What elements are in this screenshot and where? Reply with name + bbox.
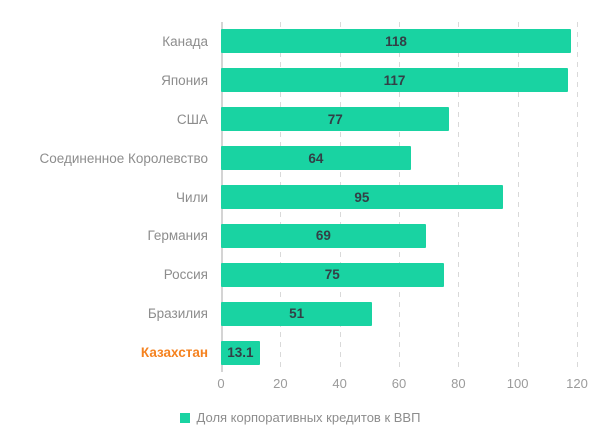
category-label: Германия (147, 228, 208, 244)
bar-value-label: 77 (327, 111, 343, 127)
plot-area: 118 117 77 64 95 69 75 51 13.1 (221, 22, 578, 372)
bar-value-label: 95 (354, 189, 370, 205)
bar: 51 (221, 301, 373, 326)
value-axis: 0 20 40 60 80 100 120 (217, 376, 587, 392)
x-tick-label: 80 (451, 376, 466, 391)
bar-row: 13.1 (221, 333, 577, 372)
bar-row: 117 (221, 61, 577, 100)
legend-swatch-icon (179, 412, 190, 423)
category-label: Канада (162, 33, 208, 49)
bar-row: 95 (221, 178, 577, 217)
category-label: Россия (163, 267, 208, 283)
bar-row: 51 (221, 294, 577, 333)
x-tick-label: 20 (273, 376, 288, 391)
bar: 13.1 (221, 340, 260, 365)
x-tick-label: 100 (506, 376, 529, 391)
category-label: Чили (176, 189, 208, 205)
bar-row: 69 (221, 216, 577, 255)
category-label: Соединенное Королевство (39, 150, 209, 166)
bar-row: 77 (221, 100, 577, 139)
legend-label: Доля корпоративных кредитов к ВВП (196, 410, 421, 425)
x-tick-label: 60 (391, 376, 407, 391)
category-label: Япония (161, 72, 208, 88)
bar-value-label: 13.1 (227, 345, 254, 361)
x-tick-label: 40 (332, 376, 347, 391)
bar: 77 (221, 107, 450, 132)
bar: 75 (221, 262, 444, 287)
bar: 117 (221, 68, 569, 93)
bar-value-label: 117 (383, 72, 406, 88)
bar: 118 (221, 29, 572, 54)
bar-row: 118 (221, 22, 577, 61)
bar-value-label: 75 (324, 267, 340, 283)
legend: Доля корпоративных кредитов к ВВП (0, 410, 600, 425)
bar-row: 64 (221, 139, 577, 178)
x-tick-label: 0 (217, 376, 225, 391)
category-label: США (176, 111, 208, 127)
gridline (517, 22, 519, 372)
bar-row: 75 (221, 255, 577, 294)
bar: 95 (221, 185, 503, 209)
gridline (577, 22, 578, 372)
bar: 69 (221, 223, 426, 248)
bar-value-label: 51 (289, 306, 305, 322)
category-axis: Канада Япония США Соединенное Королевство Чи… (0, 22, 209, 372)
bar-value-label: 64 (308, 150, 324, 166)
category-label: Бразилия (147, 306, 208, 322)
bar-value-label: 69 (315, 228, 331, 244)
category-label: Казахстан (140, 345, 208, 361)
bar: 64 (221, 146, 411, 171)
x-tick-label: 120 (566, 376, 588, 391)
bar-value-label: 118 (385, 33, 407, 49)
